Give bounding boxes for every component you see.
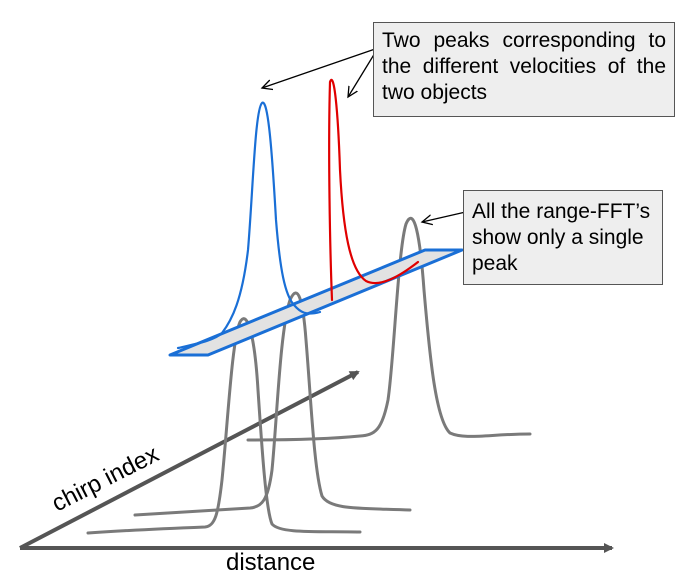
velocity-peak-blue (176, 101, 322, 350)
pointer-arrow-blue-peak (262, 47, 379, 88)
range-fft-callout-text: All the range-FFT’s show only a single p… (472, 200, 651, 275)
chirp-index-axis (19, 370, 360, 550)
velocity-peaks-callout-text: Two peaks corresponding to the different… (382, 29, 666, 104)
velocity-peaks-callout: Two peaks corresponding to the different… (373, 22, 675, 117)
pointer-arrow-range-peak (422, 210, 471, 222)
range-fft-callout: All the range-FFT’s show only a single p… (463, 190, 663, 285)
range-fft-curve-3 (246, 216, 532, 442)
velocity-fft-plane (168, 248, 464, 357)
range-fft-curve-1 (86, 317, 362, 535)
distance-axis-label: distance (226, 549, 315, 576)
velocity-peak-red (328, 78, 420, 302)
